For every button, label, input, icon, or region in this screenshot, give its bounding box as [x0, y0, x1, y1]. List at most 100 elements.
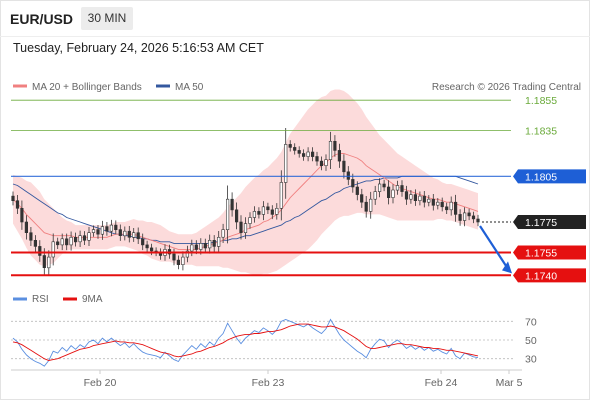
candle [319, 156, 324, 171]
candle [123, 226, 127, 241]
candle [239, 215, 243, 240]
candle [109, 219, 113, 237]
candle [261, 201, 266, 221]
candle [275, 203, 279, 220]
rsi-series-rsi [12, 318, 479, 367]
candle [471, 211, 476, 224]
header-divider [0, 36, 590, 37]
candle [243, 217, 248, 239]
candle [301, 149, 306, 161]
candle [293, 143, 297, 155]
candle [65, 233, 69, 251]
level-label-0: 1.1855 [525, 95, 557, 107]
x-tick-label-2: Feb 24 [425, 377, 458, 389]
candle [266, 202, 270, 214]
candle [413, 189, 418, 206]
candle [270, 205, 274, 220]
forecast-arrow [479, 225, 512, 274]
price-plot [11, 89, 480, 276]
symbol-title: EUR/USD [10, 11, 74, 27]
candle [132, 228, 136, 242]
chart-header: EUR/USD 30 MIN [0, 0, 590, 36]
candle [252, 206, 257, 223]
level-tag-0: 1.1855 [525, 95, 557, 107]
bollinger-band [13, 89, 478, 276]
candle [440, 197, 444, 212]
timeframe-badge[interactable]: 30 MIN [81, 7, 133, 30]
candle [217, 231, 221, 253]
level-tag-5: 1.1740 [513, 268, 586, 283]
candle [453, 194, 458, 222]
candle [324, 154, 328, 171]
candle [141, 233, 145, 251]
candle [38, 240, 42, 262]
candle [96, 225, 100, 239]
x-tick-label-0: Feb 20 [84, 377, 117, 389]
candle [431, 194, 435, 211]
level-label-4: 1.1755 [525, 248, 557, 260]
candle [221, 223, 225, 243]
candle [297, 146, 301, 158]
candle [476, 214, 480, 227]
candle [360, 188, 364, 208]
x-tick-label-1: Feb 23 [252, 377, 285, 389]
rsi-tick-50: 50 [525, 335, 537, 347]
level-tag-3: 1.1775 [513, 215, 586, 230]
candle [328, 131, 333, 169]
candle [15, 195, 20, 214]
candle [315, 151, 319, 166]
candle [462, 207, 467, 227]
candle [203, 238, 207, 253]
candle [100, 220, 104, 240]
x-axis: Feb 20 Feb 23 Feb 24 Mar 5 [84, 370, 523, 389]
candle [445, 202, 449, 214]
candle [418, 191, 422, 206]
candle [427, 195, 431, 207]
candle [288, 140, 292, 152]
timestamp: Tuesday, February 24, 2026 5:16:53 AM CE… [13, 41, 264, 55]
candle [114, 220, 118, 235]
candle [279, 170, 283, 221]
candle [284, 128, 288, 199]
level-label-3: 1.1775 [525, 217, 557, 229]
candle [60, 233, 64, 251]
candle [74, 232, 78, 247]
rsi-series-ma9 [12, 323, 479, 361]
rsi-tick-30: 30 [525, 354, 537, 366]
candle [87, 227, 91, 246]
candle [69, 231, 73, 251]
x-tick-label-3: Mar 5 [496, 377, 523, 389]
candle [78, 230, 82, 247]
candle [373, 185, 377, 205]
candle [47, 250, 51, 275]
candle [467, 208, 471, 221]
candle [248, 212, 252, 229]
level-label-2: 1.1805 [525, 171, 557, 183]
candle [105, 222, 109, 236]
ma50-legend-label: MA 50 [175, 82, 204, 93]
candle [56, 237, 60, 249]
level-label-5: 1.1740 [525, 270, 557, 282]
candle [449, 196, 453, 216]
candle [118, 224, 122, 241]
candle [364, 196, 368, 218]
candle [310, 147, 315, 162]
candle [20, 200, 24, 230]
candle [377, 178, 382, 198]
candle [230, 192, 234, 217]
candle [226, 185, 230, 244]
level-label-1: 1.1835 [525, 126, 557, 138]
candle [185, 245, 190, 263]
level-tag-bg-2 [513, 169, 586, 184]
candle [395, 180, 400, 195]
candle [306, 147, 310, 162]
candle [355, 181, 359, 201]
candle [11, 191, 15, 206]
candle [436, 198, 440, 210]
candle [82, 231, 87, 245]
candle [333, 135, 337, 157]
candle [33, 235, 37, 252]
candle [29, 227, 33, 246]
candle [422, 191, 426, 208]
candle [181, 251, 185, 271]
